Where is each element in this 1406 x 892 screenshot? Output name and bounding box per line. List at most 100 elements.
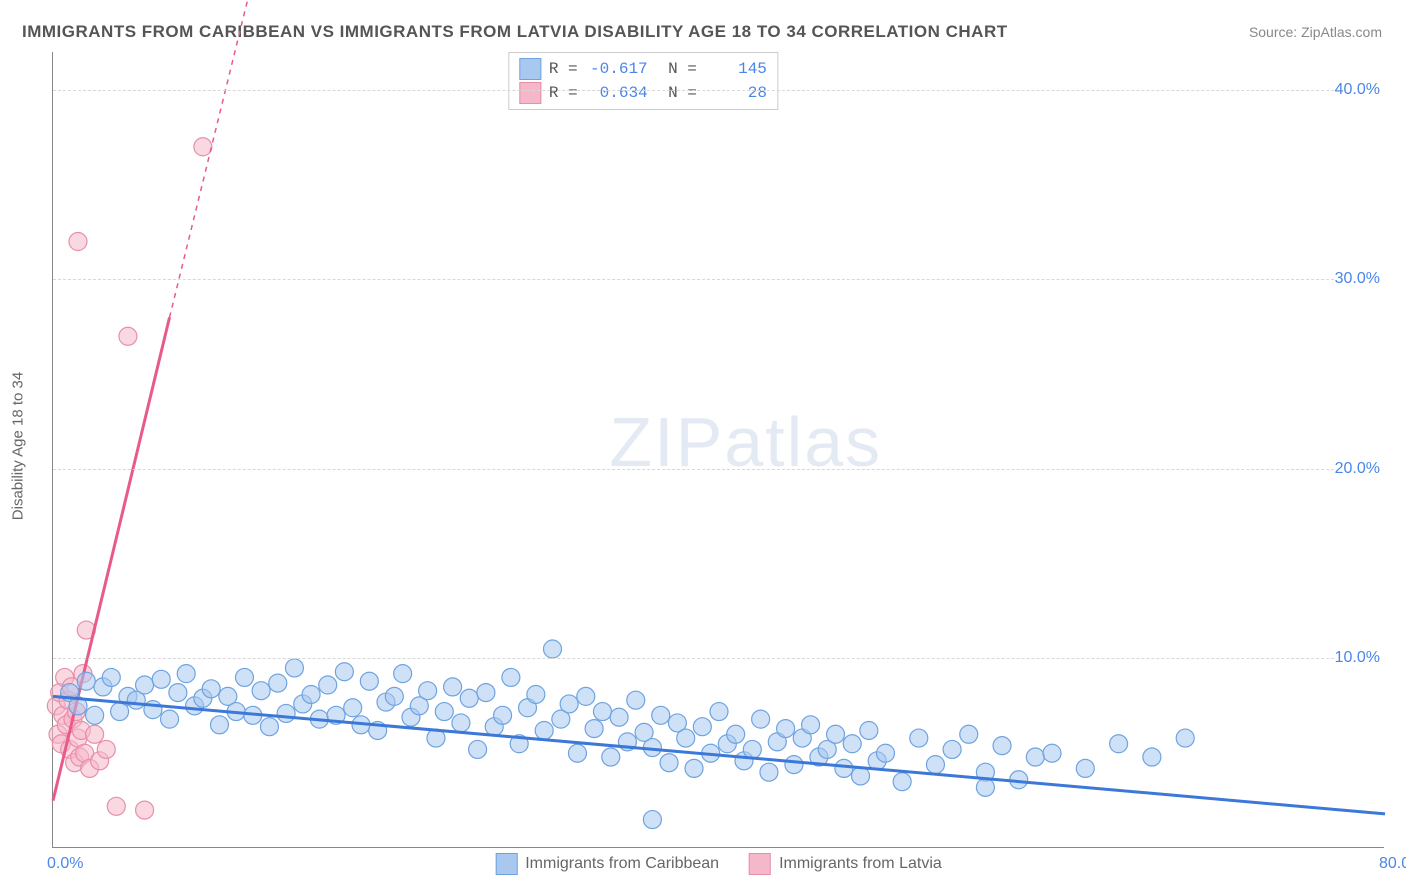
data-point-caribbean [743, 740, 761, 758]
scatter-svg [53, 52, 1384, 847]
data-point-caribbean [727, 725, 745, 743]
data-point-caribbean [469, 740, 487, 758]
legend-label-latvia: Immigrants from Latvia [779, 855, 942, 873]
data-point-latvia [136, 801, 154, 819]
y-tick-label: 20.0% [1335, 460, 1386, 478]
gridline [53, 469, 1384, 470]
swatch-latvia [519, 82, 541, 104]
data-point-caribbean [202, 680, 220, 698]
gridline [53, 279, 1384, 280]
data-point-caribbean [785, 756, 803, 774]
data-point-caribbean [285, 659, 303, 677]
data-point-latvia [97, 740, 115, 758]
trend-line-ext-latvia [170, 0, 287, 317]
data-point-caribbean [577, 687, 595, 705]
data-point-caribbean [1110, 735, 1128, 753]
data-point-caribbean [1026, 748, 1044, 766]
data-point-caribbean [494, 706, 512, 724]
data-point-caribbean [277, 704, 295, 722]
data-point-caribbean [177, 665, 195, 683]
data-point-caribbean [827, 725, 845, 743]
r-label-0: R = [549, 57, 578, 81]
data-point-caribbean [152, 670, 170, 688]
x-tick-label: 0.0% [47, 855, 83, 873]
data-point-caribbean [360, 672, 378, 690]
data-point-caribbean [269, 674, 287, 692]
data-point-caribbean [86, 706, 104, 724]
data-point-caribbean [677, 729, 695, 747]
data-point-caribbean [835, 759, 853, 777]
data-point-caribbean [435, 703, 453, 721]
data-point-caribbean [610, 708, 628, 726]
data-point-caribbean [926, 756, 944, 774]
swatch-caribbean-bottom [495, 853, 517, 875]
data-point-caribbean [535, 721, 553, 739]
data-point-caribbean [477, 684, 495, 702]
n-value-0: 145 [705, 57, 767, 81]
data-point-caribbean [693, 718, 711, 736]
data-point-caribbean [394, 665, 412, 683]
data-point-latvia [69, 233, 87, 251]
r-label-1: R = [549, 81, 578, 105]
data-point-caribbean [627, 691, 645, 709]
x-tick-label: 80.0% [1379, 855, 1406, 873]
data-point-caribbean [1143, 748, 1161, 766]
data-point-caribbean [860, 721, 878, 739]
data-point-caribbean [527, 685, 545, 703]
data-point-caribbean [568, 744, 586, 762]
data-point-caribbean [544, 640, 562, 658]
n-label-1: N = [668, 81, 697, 105]
n-label-0: N = [668, 57, 697, 81]
data-point-caribbean [585, 720, 603, 738]
data-point-caribbean [77, 672, 95, 690]
data-point-caribbean [211, 716, 229, 734]
data-point-caribbean [502, 668, 520, 686]
data-point-caribbean [877, 744, 895, 762]
data-point-caribbean [976, 778, 994, 796]
legend-item-caribbean: Immigrants from Caribbean [495, 853, 719, 875]
n-value-1: 28 [705, 81, 767, 105]
data-point-caribbean [452, 714, 470, 732]
data-point-caribbean [1176, 729, 1194, 747]
legend-series: Immigrants from Caribbean Immigrants fro… [495, 853, 942, 875]
data-point-caribbean [685, 759, 703, 777]
data-point-caribbean [385, 687, 403, 705]
data-point-caribbean [943, 740, 961, 758]
data-point-caribbean [419, 682, 437, 700]
gridline [53, 90, 1384, 91]
y-tick-label: 10.0% [1335, 649, 1386, 667]
data-point-latvia [119, 327, 137, 345]
legend-stats-row-latvia: R = 0.634 N = 28 [519, 81, 767, 105]
data-point-caribbean [161, 710, 179, 728]
y-axis-title: Disability Age 18 to 34 [10, 372, 27, 520]
data-point-caribbean [1076, 759, 1094, 777]
source-name: ZipAtlas.com [1301, 24, 1382, 40]
data-point-caribbean [843, 735, 861, 753]
data-point-caribbean [802, 716, 820, 734]
source-label: Source: [1249, 24, 1297, 40]
data-point-caribbean [960, 725, 978, 743]
data-point-caribbean [777, 720, 795, 738]
data-point-caribbean [560, 695, 578, 713]
data-point-caribbean [1043, 744, 1061, 762]
data-point-caribbean [593, 703, 611, 721]
data-point-caribbean [302, 685, 320, 703]
y-tick-label: 40.0% [1335, 81, 1386, 99]
r-value-0: -0.617 [586, 57, 648, 81]
data-point-caribbean [602, 748, 620, 766]
legend-stats: R = -0.617 N = 145 R = 0.634 N = 28 [508, 52, 778, 110]
legend-label-caribbean: Immigrants from Caribbean [525, 855, 719, 873]
data-point-caribbean [136, 676, 154, 694]
trend-line-latvia [53, 317, 170, 800]
data-point-caribbean [169, 684, 187, 702]
data-point-caribbean [710, 703, 728, 721]
data-point-caribbean [335, 663, 353, 681]
data-point-caribbean [235, 668, 253, 686]
plot-area: ZIPatlas R = -0.617 N = 145 R = 0.634 N … [52, 52, 1384, 848]
data-point-caribbean [760, 763, 778, 781]
data-point-latvia [194, 138, 212, 156]
data-point-caribbean [102, 668, 120, 686]
swatch-latvia-bottom [749, 853, 771, 875]
data-point-caribbean [910, 729, 928, 747]
data-point-caribbean [344, 699, 362, 717]
